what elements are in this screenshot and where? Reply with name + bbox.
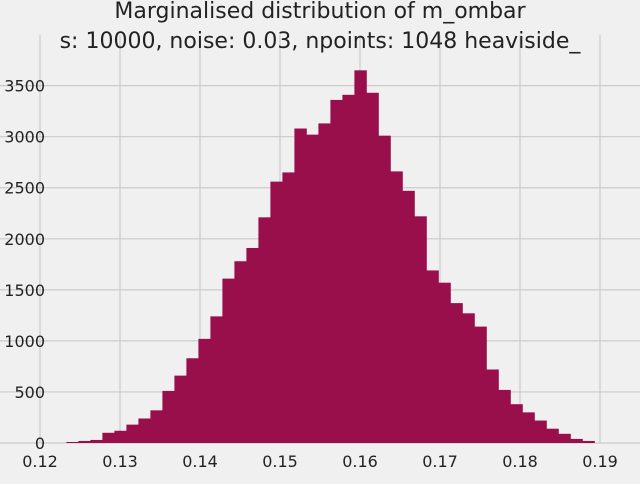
histogram-bar <box>186 358 199 443</box>
histogram-bar <box>354 70 367 443</box>
x-tick-label: 0.17 <box>422 452 458 471</box>
histogram-bar <box>582 440 595 443</box>
histogram-bar <box>258 217 271 443</box>
histogram-bar <box>66 441 79 443</box>
histogram-bar <box>330 99 343 443</box>
histogram-bar <box>402 190 415 443</box>
x-tick-label: 0.13 <box>102 452 138 471</box>
histogram-bar <box>150 410 163 443</box>
y-tick-label: 500 <box>14 383 45 402</box>
y-axis-ticks: 0 500 1000 1500 2000 2500 3000 3500 <box>4 77 45 453</box>
histogram-bar <box>282 172 295 443</box>
histogram-bar <box>318 123 331 444</box>
x-tick-label: 0.15 <box>262 452 298 471</box>
y-tick-label: 1500 <box>4 281 45 300</box>
histogram-bar <box>294 128 307 443</box>
histogram-bars <box>66 70 595 444</box>
histogram-bar <box>198 338 211 443</box>
histogram-bar <box>366 92 379 444</box>
y-tick-label: 2000 <box>4 230 45 249</box>
y-tick-label: 3000 <box>4 128 45 147</box>
x-tick-label: 0.12 <box>22 452 58 471</box>
histogram-bar <box>102 432 115 443</box>
histogram-bar <box>342 94 355 444</box>
histogram-bar <box>474 326 487 443</box>
histogram-bar <box>234 261 247 443</box>
histogram-bar <box>138 418 151 443</box>
histogram-bar <box>126 424 139 443</box>
y-tick-label: 1000 <box>4 332 45 351</box>
histogram-bar <box>558 433 571 443</box>
x-tick-label: 0.14 <box>182 452 218 471</box>
histogram-bar <box>246 247 259 443</box>
y-tick-label: 2500 <box>4 179 45 198</box>
histogram-bar <box>498 389 511 443</box>
x-axis-ticks: 0.12 0.13 0.14 0.15 0.16 0.17 0.18 0.19 <box>22 452 618 471</box>
chart-title: Marginalised distribution of m_ombar <box>114 0 526 24</box>
histogram-bar <box>174 375 187 443</box>
histogram-bar <box>390 171 403 443</box>
histogram-bar <box>534 420 547 443</box>
histogram-bar <box>438 282 451 443</box>
histogram-bar <box>510 404 523 443</box>
histogram-bar <box>378 135 391 444</box>
chart-subtitle: s: 10000, noise: 0.03, npoints: 1048 hea… <box>60 29 582 54</box>
histogram-bar <box>78 440 91 443</box>
y-tick-label: 3500 <box>4 77 45 96</box>
histogram-bar <box>270 181 283 443</box>
histogram-bar <box>450 303 463 443</box>
histogram-bar <box>522 412 535 443</box>
histogram-bar <box>486 369 499 443</box>
histogram-bar <box>570 438 583 443</box>
y-tick-label: 0 <box>35 434 45 453</box>
x-tick-label: 0.16 <box>342 452 378 471</box>
histogram-bar <box>114 430 127 443</box>
x-tick-label: 0.19 <box>582 452 618 471</box>
histogram-bar <box>222 278 235 443</box>
histogram-bar <box>426 270 439 443</box>
histogram-bar <box>210 316 223 443</box>
histogram-bar <box>162 390 175 443</box>
histogram-bar <box>414 216 427 443</box>
histogram-bar <box>90 439 103 443</box>
histogram-bar <box>546 428 559 443</box>
histogram-bar <box>462 313 475 443</box>
x-tick-label: 0.18 <box>502 452 538 471</box>
histogram-bar <box>306 134 319 444</box>
